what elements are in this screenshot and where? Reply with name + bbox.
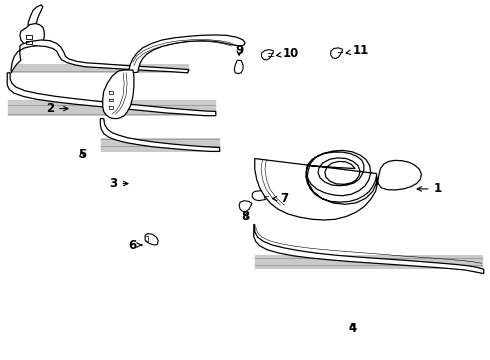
Polygon shape: [7, 73, 216, 116]
Polygon shape: [103, 70, 134, 118]
Text: 10: 10: [276, 47, 299, 60]
Polygon shape: [145, 234, 158, 245]
Polygon shape: [100, 118, 220, 152]
Polygon shape: [20, 23, 44, 46]
Text: 9: 9: [235, 44, 243, 57]
Text: 4: 4: [348, 322, 356, 335]
Polygon shape: [255, 150, 421, 220]
Polygon shape: [234, 60, 243, 73]
Polygon shape: [28, 5, 43, 27]
Text: 6: 6: [128, 239, 142, 252]
Text: 2: 2: [46, 102, 68, 115]
Text: 1: 1: [417, 183, 441, 195]
Text: 11: 11: [346, 44, 369, 57]
Polygon shape: [262, 50, 273, 60]
Polygon shape: [252, 191, 269, 201]
Text: 3: 3: [109, 177, 128, 190]
Polygon shape: [254, 225, 484, 274]
Polygon shape: [331, 48, 343, 59]
Polygon shape: [239, 201, 252, 211]
Text: 7: 7: [272, 192, 288, 205]
Polygon shape: [11, 40, 189, 73]
Polygon shape: [129, 35, 245, 73]
Text: 8: 8: [241, 210, 249, 223]
Text: 5: 5: [77, 148, 86, 162]
